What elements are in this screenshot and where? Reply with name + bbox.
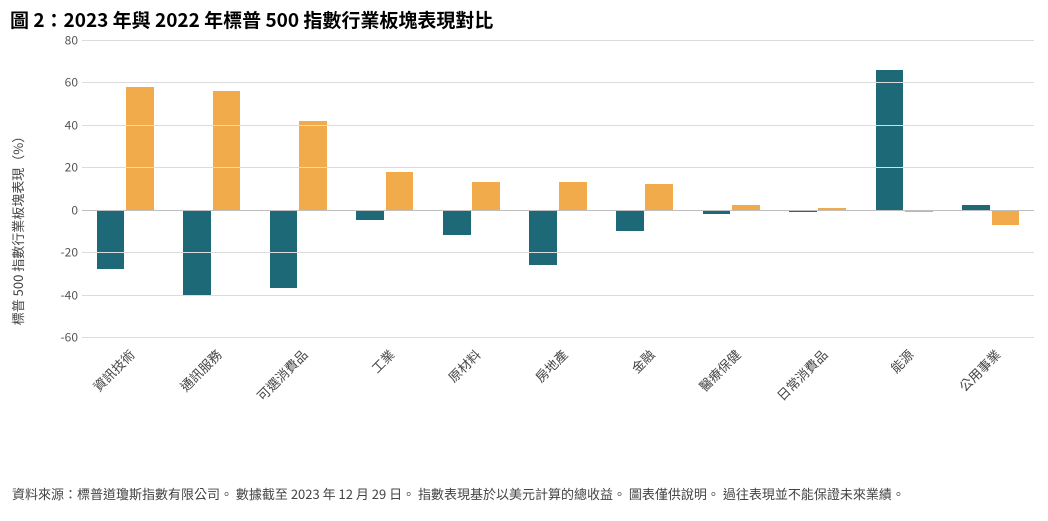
y-tick-label: 40 bbox=[48, 116, 78, 133]
y-tick-label: -20 bbox=[48, 244, 78, 261]
category-group: 能源 bbox=[861, 40, 948, 337]
plot-region: 資訊技術通訊服務可選消費品工業原材料房地產金融醫療保健日常消費品能源公用事業 -… bbox=[82, 40, 1034, 337]
y-axis-label: 標普 500 指數行業板塊表現（%） bbox=[8, 40, 28, 415]
chart-title: 圖 2：2023 年與 2022 年標普 500 指數行業板塊表現對比 bbox=[10, 6, 493, 33]
footnote-text: 資料來源：標普道瓊斯指數有限公司。 數據截至 2023 年 12 月 29 日。… bbox=[12, 483, 1036, 505]
category-group: 資訊技術 bbox=[82, 40, 169, 337]
gridline bbox=[82, 337, 1034, 338]
bar bbox=[443, 210, 471, 235]
category-group: 通訊服務 bbox=[169, 40, 256, 337]
gridline bbox=[82, 40, 1034, 41]
category-group: 原材料 bbox=[428, 40, 515, 337]
gridline bbox=[82, 82, 1034, 83]
bar bbox=[299, 121, 327, 210]
bar bbox=[386, 172, 414, 210]
x-tick-label: 公用事業 bbox=[991, 308, 1041, 358]
bar bbox=[529, 210, 557, 265]
bar bbox=[616, 210, 644, 231]
bar bbox=[270, 210, 298, 288]
gridline bbox=[82, 252, 1034, 253]
category-group: 工業 bbox=[342, 40, 429, 337]
category-group: 金融 bbox=[601, 40, 688, 337]
bar bbox=[992, 210, 1020, 225]
x-tick-label: 工業 bbox=[385, 327, 417, 359]
y-tick-label: 60 bbox=[48, 74, 78, 91]
bar bbox=[559, 182, 587, 210]
y-tick-label: 20 bbox=[48, 159, 78, 176]
bars-layer: 資訊技術通訊服務可選消費品工業原材料房地產金融醫療保健日常消費品能源公用事業 bbox=[82, 40, 1034, 337]
bar bbox=[645, 184, 673, 209]
bar bbox=[97, 210, 125, 269]
gridline bbox=[82, 295, 1034, 296]
category-group: 房地產 bbox=[515, 40, 602, 337]
bar bbox=[472, 182, 500, 210]
bar bbox=[356, 210, 384, 221]
category-group: 公用事業 bbox=[947, 40, 1034, 337]
gridline bbox=[82, 210, 1034, 211]
x-tick-label: 金融 bbox=[645, 327, 677, 359]
category-group: 醫療保健 bbox=[688, 40, 775, 337]
category-group: 可選消費品 bbox=[255, 40, 342, 337]
y-tick-label: -40 bbox=[48, 286, 78, 303]
y-tick-label: -60 bbox=[48, 329, 78, 346]
category-group: 日常消費品 bbox=[774, 40, 861, 337]
y-tick-label: 0 bbox=[48, 201, 78, 218]
y-tick-label: 80 bbox=[48, 32, 78, 49]
x-tick-label: 能源 bbox=[904, 327, 936, 359]
bar bbox=[126, 87, 154, 210]
gridline bbox=[82, 167, 1034, 168]
chart-area: 20222023 資訊技術通訊服務可選消費品工業原材料房地產金融醫療保健日常消費… bbox=[54, 40, 1034, 415]
bar bbox=[876, 70, 904, 210]
gridline bbox=[82, 125, 1034, 126]
bar bbox=[213, 91, 241, 210]
